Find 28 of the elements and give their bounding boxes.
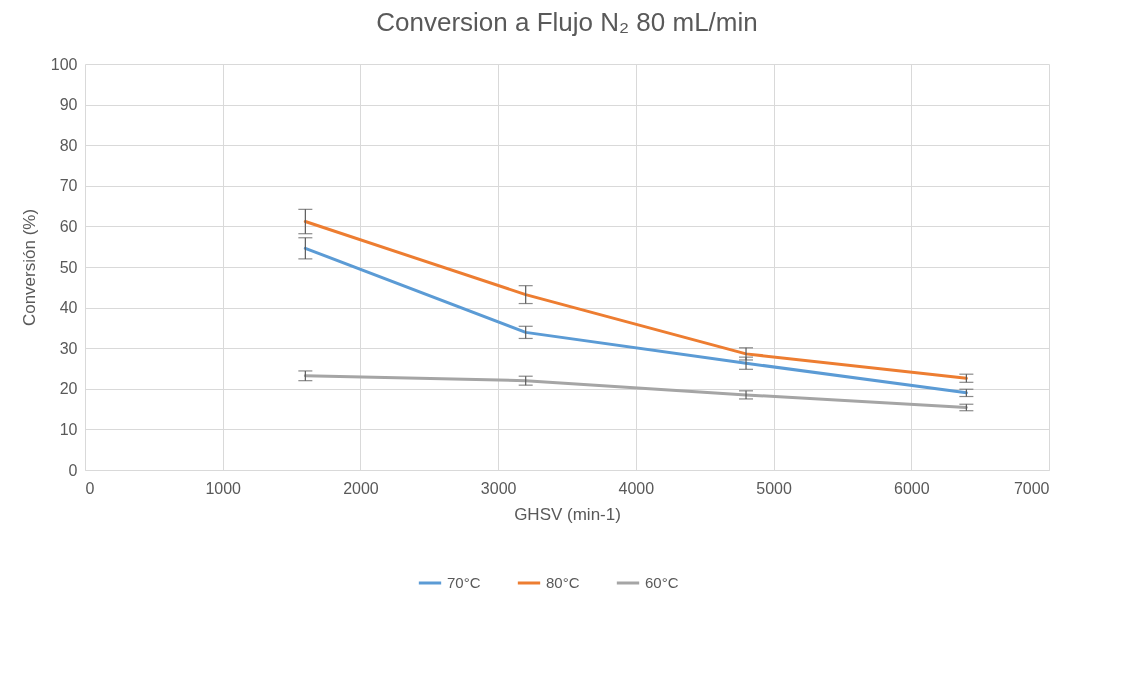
x-tick-label: 7000 <box>1013 479 1050 497</box>
y-tick-label: 50 <box>59 258 78 276</box>
line-series <box>303 220 968 380</box>
x-tick-label: 1000 <box>205 479 242 497</box>
y-axis-title: Conversión (%) <box>19 208 39 327</box>
y-tick-label: 10 <box>59 420 78 438</box>
x-tick-label: 5000 <box>756 479 792 497</box>
x-axis-title: GHSV (min-1) <box>514 504 621 524</box>
x-tick-label: 2000 <box>343 479 379 497</box>
y-tick-label: 40 <box>59 299 78 317</box>
y-tick-label: 0 <box>68 461 78 479</box>
y-tick-label: 70 <box>59 177 78 195</box>
x-tick-label: 4000 <box>618 479 655 497</box>
y-tick-label: 80 <box>59 136 78 154</box>
chart-title: Conversion a Flujo N₂ 80 mL/min <box>376 7 758 37</box>
x-tick-label: 6000 <box>893 479 930 497</box>
y-tick-label: 30 <box>59 339 78 357</box>
y-tick-label: 90 <box>59 96 78 114</box>
y-tick-label: 60 <box>59 217 78 235</box>
line-series <box>303 246 968 395</box>
line-series <box>303 374 968 409</box>
legend-label: 60°C <box>645 574 679 591</box>
x-tick-label: 0 <box>85 479 95 497</box>
y-tick-label: 20 <box>59 380 78 398</box>
x-tick-label: 3000 <box>480 479 517 497</box>
y-tick-label: 100 <box>50 55 78 73</box>
legend-label: 70°C <box>447 574 481 591</box>
legend-label: 80°C <box>546 574 580 591</box>
